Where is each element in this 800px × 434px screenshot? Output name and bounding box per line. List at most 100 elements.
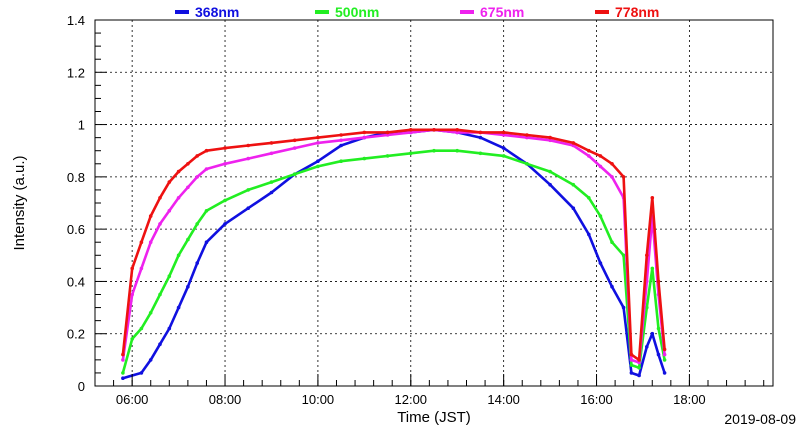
data-point — [409, 151, 413, 156]
data-point — [246, 156, 250, 161]
data-point — [455, 148, 460, 153]
data-point — [176, 196, 181, 200]
legend-label: 778nm — [615, 4, 659, 20]
data-point — [598, 214, 603, 218]
x-tick-label: 18:00 — [673, 392, 706, 407]
data-point — [637, 358, 641, 362]
data-point — [587, 154, 591, 158]
data-point — [148, 240, 153, 244]
data-point — [186, 237, 190, 242]
data-point — [316, 159, 320, 163]
data-point — [148, 311, 153, 315]
data-point — [629, 358, 634, 362]
data-point — [650, 331, 655, 336]
data-point — [525, 135, 529, 140]
data-point — [121, 371, 125, 375]
y-tick-label: 0.2 — [67, 327, 85, 342]
data-point — [269, 151, 274, 156]
data-point — [621, 305, 626, 310]
data-point — [548, 182, 552, 187]
data-point — [656, 352, 661, 357]
data-point — [662, 358, 667, 362]
data-point — [571, 182, 576, 187]
data-point — [130, 337, 134, 341]
plot-frame — [94, 19, 774, 387]
data-point — [186, 185, 190, 190]
data-point — [571, 206, 576, 210]
data-point — [158, 196, 162, 200]
data-point — [598, 154, 603, 158]
x-tick-label: 10:00 — [302, 392, 335, 407]
data-point — [587, 196, 591, 200]
grid — [95, 20, 773, 386]
data-point — [246, 188, 250, 192]
data-point — [409, 130, 413, 135]
data-point — [176, 169, 181, 174]
data-point — [645, 305, 649, 310]
data-point — [269, 190, 274, 195]
data-point — [629, 352, 634, 357]
data-point — [158, 292, 162, 297]
data-point — [223, 198, 227, 203]
data-point — [362, 156, 367, 161]
data-point — [385, 133, 390, 137]
data-point — [246, 206, 250, 210]
data-point — [158, 342, 162, 347]
y-tick-label: 1.2 — [67, 65, 85, 80]
data-point — [548, 135, 552, 140]
data-point — [292, 146, 297, 150]
data-point — [610, 175, 614, 179]
data-point — [121, 376, 125, 381]
x-tick-label: 08:00 — [209, 392, 242, 407]
data-point — [148, 358, 153, 362]
data-point — [587, 232, 591, 237]
y-tick-label: 0.6 — [67, 222, 85, 237]
legend-label: 500nm — [335, 4, 379, 20]
data-point — [316, 135, 320, 140]
legend-label: 675nm — [480, 4, 524, 20]
data-point — [637, 360, 641, 365]
data-point — [662, 352, 667, 357]
data-point — [195, 222, 199, 226]
data-point — [501, 146, 506, 150]
data-point — [629, 371, 634, 375]
data-point — [610, 284, 614, 289]
data-point — [432, 128, 436, 132]
x-tick-label: 14:00 — [487, 392, 520, 407]
data-point — [571, 141, 576, 145]
data-point — [339, 133, 343, 137]
data-point — [167, 209, 172, 213]
data-point — [158, 222, 162, 226]
data-point — [478, 130, 483, 135]
data-point — [548, 169, 552, 174]
data-point — [455, 130, 460, 135]
data-point — [478, 135, 483, 140]
x-tick-label: 16:00 — [580, 392, 613, 407]
data-point — [269, 141, 274, 145]
data-point — [167, 274, 172, 279]
data-point — [501, 130, 506, 135]
data-point — [176, 253, 181, 258]
data-point — [587, 148, 591, 153]
series-500nm — [121, 148, 667, 375]
y-tick-label: 1 — [78, 118, 85, 133]
data-point — [121, 352, 125, 357]
data-point — [176, 305, 181, 310]
legend: 368nm 500nm 675nm 778nm — [175, 4, 659, 20]
data-point — [195, 175, 199, 179]
data-point — [637, 365, 641, 370]
data-point — [621, 175, 626, 179]
data-point — [167, 326, 172, 331]
data-point — [339, 138, 343, 143]
series-368nm — [121, 128, 667, 381]
data-point — [662, 371, 667, 375]
data-point — [139, 326, 144, 331]
data-point — [339, 143, 343, 148]
series-778nm — [121, 128, 667, 362]
data-point — [598, 164, 603, 169]
data-point — [292, 138, 297, 143]
data-point — [662, 347, 667, 352]
data-point — [385, 154, 390, 158]
data-point — [455, 128, 460, 132]
data-point — [656, 326, 661, 331]
